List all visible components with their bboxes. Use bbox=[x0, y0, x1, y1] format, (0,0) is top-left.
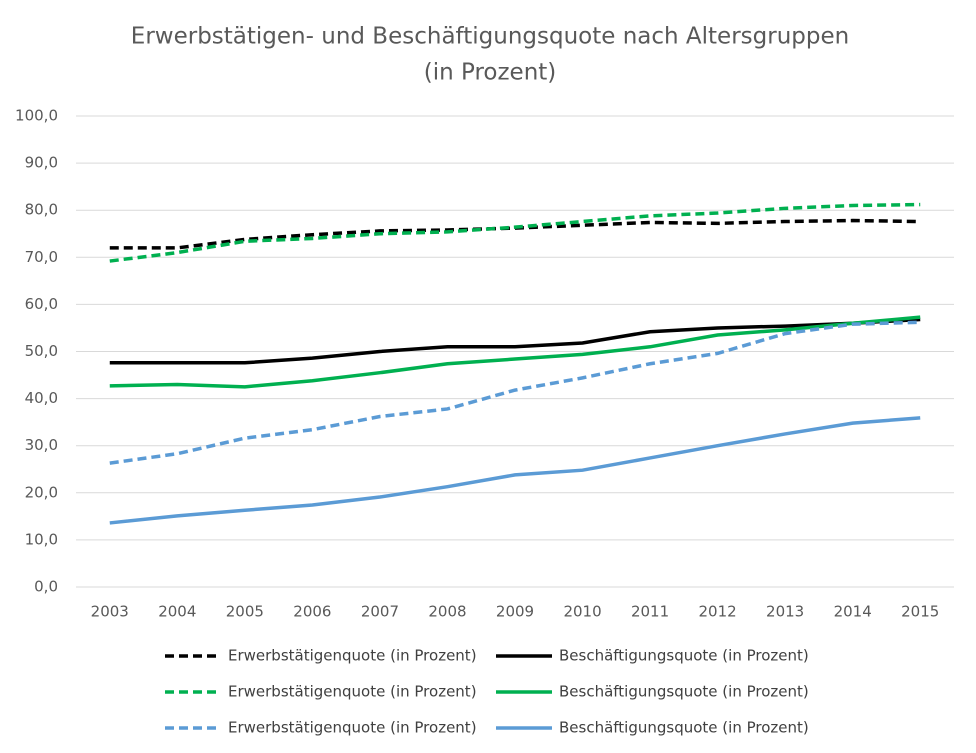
y-tick-label: 70,0 bbox=[25, 248, 58, 266]
y-tick-label: 100,0 bbox=[15, 107, 58, 125]
legend-label: Beschäftigungsquote (in Prozent) bbox=[559, 683, 809, 701]
series-line bbox=[109, 202, 921, 263]
x-tick-label: 2005 bbox=[226, 603, 264, 621]
x-tick-label: 2013 bbox=[766, 603, 804, 621]
series-line bbox=[109, 416, 921, 525]
legend-label: Beschäftigungsquote (in Prozent) bbox=[559, 719, 809, 737]
y-tick-label: 60,0 bbox=[25, 295, 58, 313]
y-tick-label: 10,0 bbox=[25, 530, 58, 548]
legend-label: Erwerbstätigenquote (in Prozent) bbox=[228, 719, 477, 737]
y-tick-label: 40,0 bbox=[25, 389, 58, 407]
y-tick-label: 50,0 bbox=[25, 342, 58, 360]
chart-title: Erwerbstätigen- und Beschäftigungsquote … bbox=[131, 24, 849, 50]
x-tick-label: 2014 bbox=[834, 603, 872, 621]
x-tick-label: 2004 bbox=[158, 603, 196, 621]
series-line bbox=[109, 315, 921, 389]
y-tick-label: 0,0 bbox=[34, 578, 58, 596]
chart-subtitle: (in Prozent) bbox=[424, 60, 557, 86]
x-tick-label: 2012 bbox=[699, 603, 737, 621]
y-tick-label: 80,0 bbox=[25, 201, 58, 219]
x-tick-label: 2008 bbox=[428, 603, 466, 621]
x-tick-label: 2006 bbox=[293, 603, 331, 621]
x-tick-label: 2003 bbox=[91, 603, 129, 621]
legend-label: Erwerbstätigenquote (in Prozent) bbox=[228, 647, 477, 665]
y-tick-label: 90,0 bbox=[25, 154, 58, 172]
x-tick-label: 2009 bbox=[496, 603, 534, 621]
y-tick-label: 20,0 bbox=[25, 483, 58, 501]
series-line bbox=[109, 320, 921, 465]
legend-label: Beschäftigungsquote (in Prozent) bbox=[559, 647, 809, 665]
x-tick-label: 2010 bbox=[563, 603, 601, 621]
x-tick-label: 2015 bbox=[901, 603, 939, 621]
y-tick-label: 30,0 bbox=[25, 436, 58, 454]
x-tick-label: 2011 bbox=[631, 603, 669, 621]
legend-label: Erwerbstätigenquote (in Prozent) bbox=[228, 683, 477, 701]
series-line bbox=[109, 317, 921, 365]
x-tick-label: 2007 bbox=[361, 603, 399, 621]
